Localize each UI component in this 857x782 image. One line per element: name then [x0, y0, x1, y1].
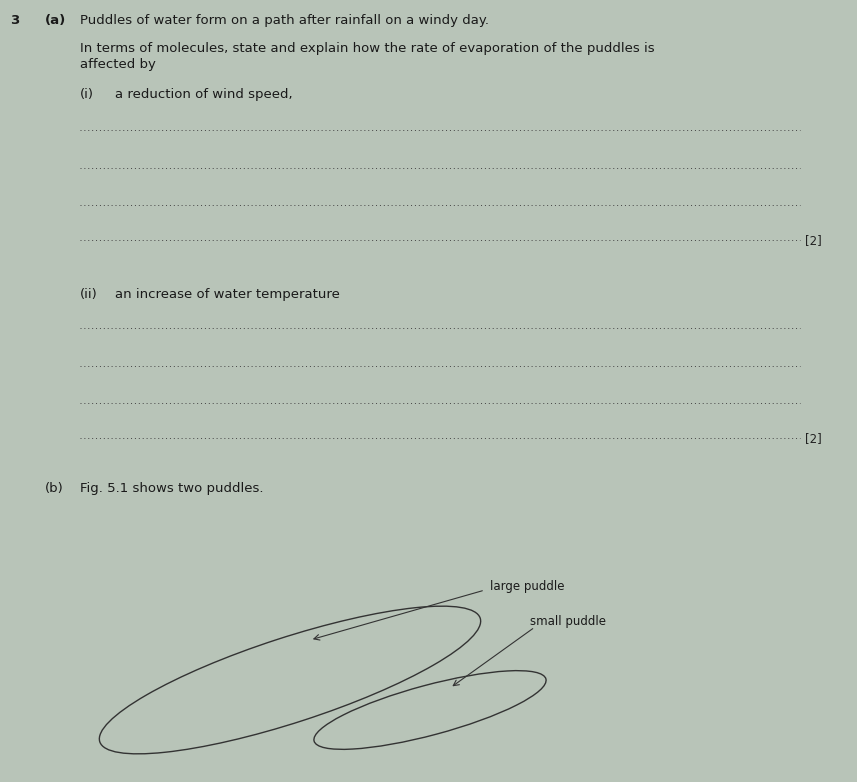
Text: (a): (a) — [45, 14, 66, 27]
Text: (ii): (ii) — [80, 288, 98, 301]
Text: 3: 3 — [10, 14, 19, 27]
Text: Fig. 5.1 shows two puddles.: Fig. 5.1 shows two puddles. — [80, 482, 263, 495]
Text: (b): (b) — [45, 482, 63, 495]
Text: large puddle: large puddle — [490, 580, 565, 593]
Text: (i): (i) — [80, 88, 94, 101]
Text: [2]: [2] — [805, 235, 822, 247]
Text: small puddle: small puddle — [530, 615, 606, 628]
Text: an increase of water temperature: an increase of water temperature — [115, 288, 340, 301]
Text: a reduction of wind speed,: a reduction of wind speed, — [115, 88, 292, 101]
Text: Puddles of water form on a path after rainfall on a windy day.: Puddles of water form on a path after ra… — [80, 14, 489, 27]
Text: [2]: [2] — [805, 432, 822, 446]
Text: affected by: affected by — [80, 58, 156, 71]
Text: In terms of molecules, state and explain how the rate of evaporation of the pudd: In terms of molecules, state and explain… — [80, 42, 655, 55]
